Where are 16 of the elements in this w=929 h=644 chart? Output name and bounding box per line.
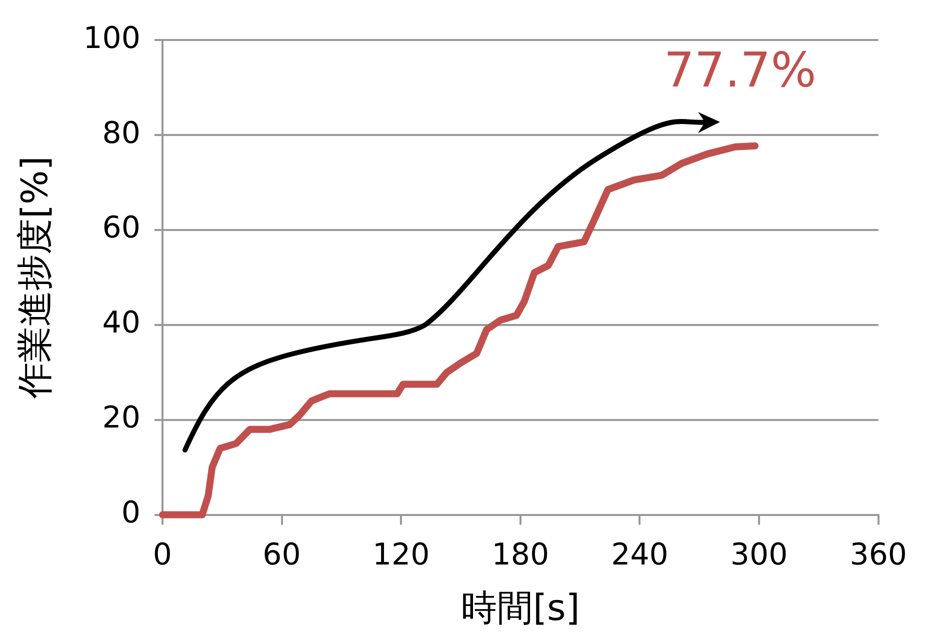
y-tick-label: 60 xyxy=(102,210,140,246)
x-tick-label: 0 xyxy=(152,538,172,573)
x-tick-label: 240 xyxy=(611,538,668,573)
x-tick-label: 60 xyxy=(262,538,301,573)
y-tick-label: 100 xyxy=(83,20,140,56)
x-tick-label: 180 xyxy=(492,538,550,573)
annotation: 77.7% xyxy=(664,42,816,98)
y-tick-label: 40 xyxy=(102,306,140,341)
x-tick-label: 120 xyxy=(372,538,430,573)
x-tick-label: 360 xyxy=(850,538,907,573)
y-tick-label: 20 xyxy=(102,400,140,436)
y-tick-label: 80 xyxy=(102,116,140,151)
x-axis-title: 時間[s] xyxy=(460,588,580,629)
y-axis-title: 作業進捗度[%] xyxy=(14,156,56,400)
x-tick-label: 300 xyxy=(730,538,788,573)
y-tick-label: 0 xyxy=(121,496,140,531)
